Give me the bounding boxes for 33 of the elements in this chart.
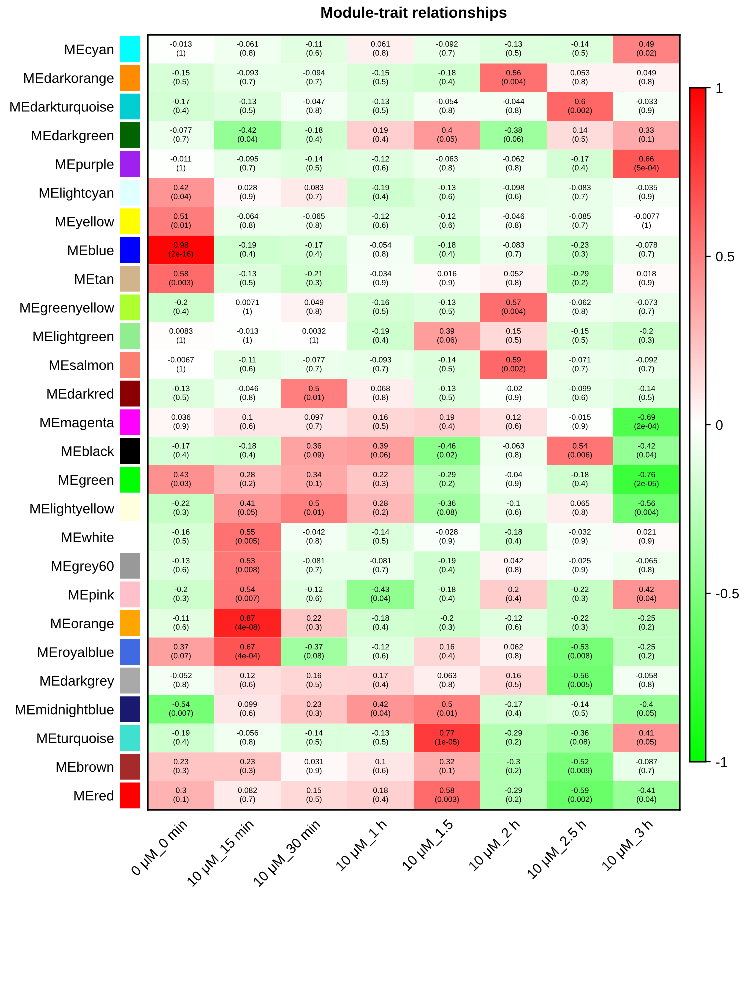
y-tick-label: MEdarkturquoise [10, 102, 114, 115]
y-tick-label: MEorange [52, 618, 114, 632]
y-tick-label: MEgreen [59, 475, 114, 488]
y-tick-label: MEred [74, 790, 114, 801]
chart-title: Module-trait relationships [322, 6, 507, 22]
y-tick-label: MEblack [62, 446, 114, 456]
y-tick-label: MEpink [69, 590, 114, 603]
y-tick-label: MEpurple [56, 159, 114, 172]
color-bar-label: 0 [716, 420, 723, 430]
y-tick-label: MElightyellow [30, 504, 114, 517]
y-tick-label: MEdarkgrey [40, 676, 114, 689]
y-tick-label: MEblue [68, 245, 114, 256]
y-tick-label: MEtan [75, 274, 114, 284]
y-tick-label: MEyellow [56, 216, 114, 230]
y-tick-label: MEbrown [56, 762, 114, 772]
y-tick-label: MEdarkorange [24, 73, 114, 86]
color-bar-label: -1 [716, 757, 728, 768]
y-tick-label: MEroyalblue [38, 647, 114, 660]
color-bar-label: 1 [716, 83, 723, 94]
y-tick-label: MEdarkgreen [32, 130, 114, 144]
color-bar-label: -0.5 [716, 588, 740, 599]
y-tick-label: MEgrey60 [52, 561, 114, 574]
y-tick-label: MEwhite [62, 532, 114, 542]
y-tick-label: MEcyan [65, 44, 114, 58]
color-bar-label: 0.5 [716, 252, 734, 262]
y-tick-label: MEsalmon [50, 360, 114, 370]
y-tick-label: MEgreenyellow [20, 302, 114, 316]
y-tick-label: MElightgreen [34, 331, 114, 344]
y-tick-label: MEmidnightblue [16, 704, 114, 718]
y-tick-label: MElightcyan [40, 188, 114, 201]
y-tick-label: MEmagenta [40, 418, 114, 430]
y-tick-label: MEturquoise [38, 733, 114, 746]
y-tick-label: MEdarkred [48, 388, 114, 399]
